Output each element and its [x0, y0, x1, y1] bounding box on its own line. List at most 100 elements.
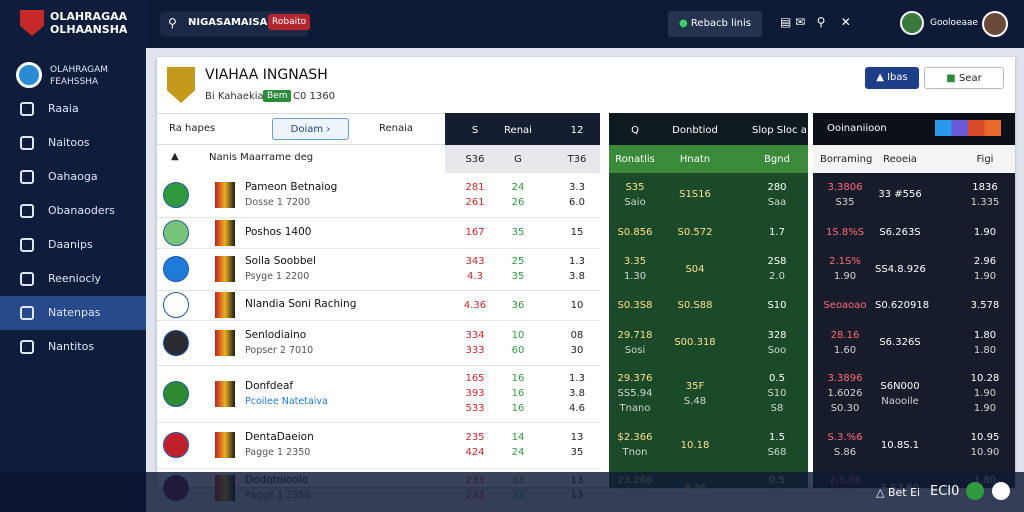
- cell: 328: [767, 329, 787, 341]
- cell: S6.326S: [879, 337, 921, 348]
- cell: 10.90: [970, 447, 1000, 458]
- nav-icon: [20, 306, 34, 320]
- cell: S04: [685, 263, 705, 275]
- cell: 343: [465, 256, 485, 267]
- cell: S35: [625, 181, 645, 193]
- nav-item[interactable]: Natenpas: [0, 296, 146, 330]
- row-icon: [163, 181, 189, 208]
- cell: 15: [570, 227, 584, 238]
- tag[interactable]: Robaito: [268, 14, 311, 30]
- nav-item[interactable]: Nantitos: [0, 330, 146, 364]
- dropdown[interactable]: Doiam ›: [272, 118, 349, 140]
- cell: Tnon: [622, 447, 648, 458]
- sidebar-foot: [0, 472, 146, 512]
- nav-item[interactable]: Naitoos: [0, 126, 146, 160]
- cell: 424: [465, 447, 485, 458]
- cell: 10.28: [970, 373, 1000, 384]
- row-line: [157, 248, 600, 249]
- icon[interactable]: ▤ ✉ ⚲ ✕: [780, 15, 851, 29]
- button-text: Sear: [958, 73, 982, 84]
- cell: 2S8: [767, 256, 787, 267]
- row-name[interactable]: Poshos 1400: [245, 225, 312, 238]
- cell: 3.578: [970, 299, 1000, 311]
- cell: 1.80: [973, 344, 997, 356]
- action-button[interactable]: ● Rebacb linis: [668, 11, 762, 37]
- cell: 4.36: [463, 299, 487, 311]
- col-label: Bgnd: [764, 154, 790, 165]
- icon[interactable]: [966, 482, 984, 500]
- cell: 26: [511, 196, 525, 208]
- cell: 3.8: [569, 388, 585, 399]
- nav-item[interactable]: Daanips: [0, 228, 146, 262]
- cell: 261: [465, 196, 485, 208]
- cell: 1.7: [769, 227, 785, 238]
- avatar[interactable]: [900, 11, 924, 35]
- col-label: 12: [570, 125, 584, 136]
- nav-item[interactable]: Raaia: [0, 92, 146, 126]
- bottom-text: Bet Ei: [887, 486, 921, 499]
- col-subheader: [445, 145, 600, 173]
- dropdown-text: Doiam: [290, 124, 324, 135]
- cell: 13: [570, 432, 584, 443]
- row-crest: [215, 219, 235, 246]
- nav-icon: [20, 272, 34, 286]
- avatar[interactable]: [982, 11, 1008, 37]
- cell: 1.6026: [827, 388, 863, 399]
- cell: 10: [570, 299, 584, 311]
- nav-item[interactable]: Obanaoders: [0, 194, 146, 228]
- cell: S8: [770, 403, 784, 414]
- row-name[interactable]: DentaDaeion: [245, 431, 314, 443]
- header-text: Ooinaniioon: [827, 123, 887, 134]
- cell: 2.1S%: [829, 256, 861, 267]
- cell: S.48: [683, 395, 707, 407]
- button[interactable]: ▲ Ibas: [865, 67, 919, 89]
- cell: 1.5: [769, 432, 785, 443]
- header-text: Nanis Maarrame deg: [209, 152, 314, 163]
- cell: 393: [465, 388, 485, 399]
- cell: 1.90: [973, 403, 997, 414]
- panel-sub: Bi Kahaekia: [205, 91, 264, 102]
- row-name[interactable]: Donfdeaf: [245, 379, 294, 392]
- cell: 1836: [972, 181, 998, 193]
- row-name[interactable]: Senlodiaino: [245, 328, 307, 341]
- row-name[interactable]: Soila Soobbel: [245, 255, 316, 267]
- row-line: [157, 217, 600, 218]
- cell: 2.0: [769, 271, 785, 282]
- cell: 0.5: [769, 373, 785, 384]
- cell: 10.8S.1: [880, 439, 920, 451]
- button[interactable]: ■ Sear: [924, 67, 1004, 89]
- cell: 33 #556: [878, 189, 922, 200]
- profile-name: OLAHRAGAM: [50, 65, 109, 75]
- search[interactable]: ⚲ NIGASAMAISA Robaito: [160, 11, 311, 37]
- panel-title: VIAHAA INGNASH: [205, 67, 328, 83]
- row-line: [157, 320, 600, 321]
- toolbar-text[interactable]: Renaia: [379, 123, 414, 134]
- cell: 533: [465, 403, 485, 414]
- nav-item[interactable]: Reeniocly: [0, 262, 146, 296]
- cell: $2.366: [617, 432, 653, 443]
- row-icon: [163, 432, 189, 458]
- nav-item[interactable]: Oahaoga: [0, 160, 146, 194]
- cell: S0.620918: [875, 299, 930, 311]
- nav-icon: [20, 238, 34, 252]
- row-icon: [163, 256, 189, 282]
- cell: 60: [511, 344, 525, 356]
- cell: S0.S88: [677, 299, 713, 311]
- icon[interactable]: [992, 482, 1010, 500]
- col-label: Hnatn: [679, 154, 711, 165]
- cell: S10: [767, 388, 787, 399]
- cell: 10.18: [680, 439, 710, 451]
- row-name[interactable]: Nlandia Soni Raching: [245, 298, 357, 310]
- badge: Bem: [263, 90, 292, 102]
- sidebar: OLAHRAGAA OLHAANSHA OLAHRAGAM FEAHSSHA Raa…: [0, 0, 146, 512]
- toolbar-text[interactable]: Ra hapes: [169, 123, 216, 134]
- row-sub: Dosse 1 7200: [245, 196, 311, 208]
- row-name[interactable]: Pameon Betnaiog: [245, 180, 338, 193]
- cell: 235: [465, 432, 485, 443]
- cell: Seoaoao: [823, 299, 867, 311]
- cell: S10: [767, 299, 787, 311]
- avatar: [16, 62, 42, 88]
- color-buttons[interactable]: [935, 120, 1001, 136]
- cell: S0.572: [677, 227, 713, 238]
- cell: Saio: [624, 196, 646, 208]
